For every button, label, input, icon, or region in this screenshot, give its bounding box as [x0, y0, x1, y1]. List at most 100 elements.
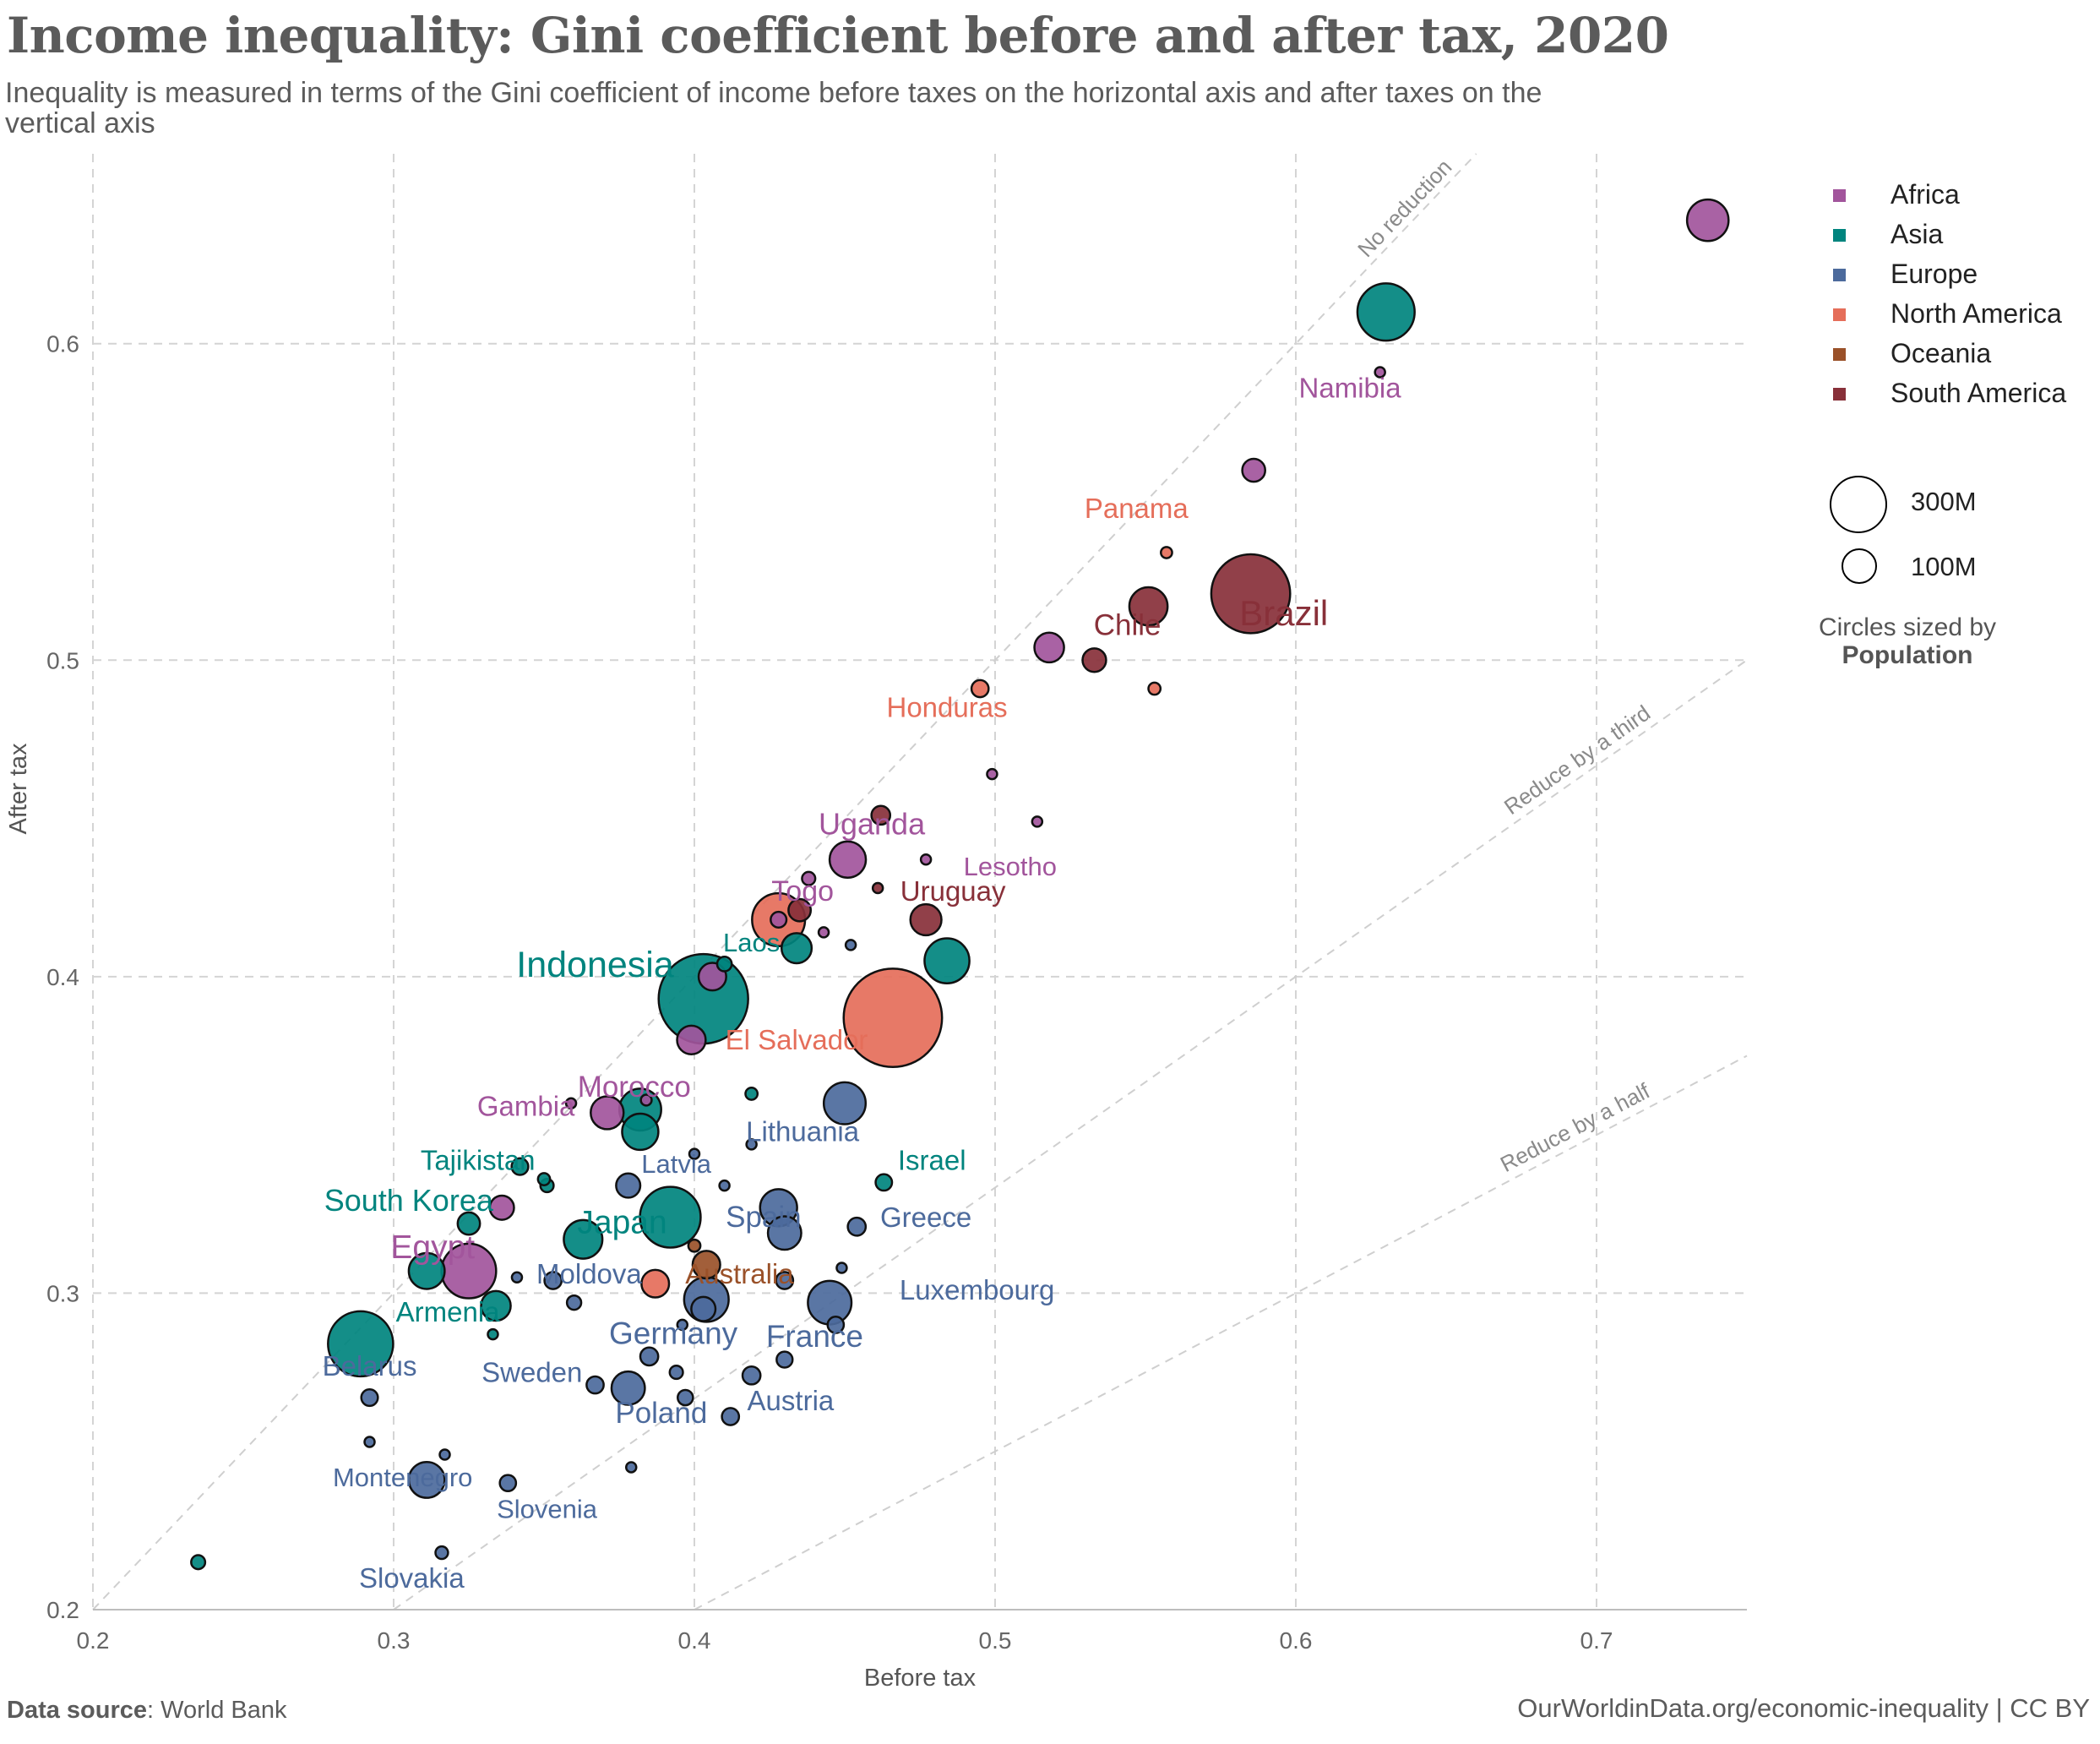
size-legend-note: Circles sized by Population — [1781, 613, 2034, 669]
legend-label-africa: Africa — [1891, 179, 1960, 210]
data-point — [715, 955, 733, 973]
x-tick-label: 0.3 — [378, 1627, 411, 1654]
data-point — [718, 1179, 731, 1192]
data-point — [615, 1172, 642, 1199]
country-label: Egypt — [390, 1229, 475, 1266]
size-note-line1: Circles sized by — [1818, 613, 1997, 641]
data-point — [874, 1173, 894, 1192]
data-point — [919, 853, 933, 866]
country-label: Tajikistan — [421, 1144, 536, 1175]
size-note-line2: Population — [1781, 641, 2034, 669]
country-label: Germany — [609, 1316, 738, 1350]
data-point — [687, 1238, 702, 1253]
country-label: Sweden — [481, 1356, 582, 1387]
country-label: Spain — [726, 1201, 802, 1234]
data-point — [1356, 282, 1416, 342]
axis-layer: 0.2 0.3 0.4 0.5 0.6 0.7 0.2 0.3 0.4 0.5 0.6 Before … — [5, 331, 1747, 1692]
data-point — [766, 1215, 802, 1251]
legend-swatch-north-america — [1833, 308, 1846, 321]
reference-line — [92, 153, 1477, 1610]
data-point — [1241, 457, 1266, 483]
country-label: Montenegro — [333, 1463, 472, 1492]
country-label: Uganda — [819, 806, 926, 841]
country-label: France — [766, 1319, 863, 1354]
legend-label-europe: Europe — [1891, 259, 1978, 289]
y-tick-label: 0.4 — [46, 964, 79, 990]
x-tick-label: 0.4 — [678, 1627, 711, 1654]
x-tick-label: 0.6 — [1280, 1627, 1313, 1654]
points-layer — [190, 198, 1730, 1571]
country-label: Slovakia — [359, 1562, 465, 1594]
data-point — [1160, 546, 1173, 559]
size-legend-label-100m: 100M — [1911, 552, 1977, 581]
data-point — [676, 1024, 707, 1055]
data-source-value: : World Bank — [147, 1697, 287, 1724]
data-point — [787, 897, 813, 923]
country-label: Austria — [748, 1385, 835, 1416]
credit-link[interactable]: OurWorldinData.org/economic-inequality |… — [1517, 1693, 2090, 1723]
data-point — [745, 1138, 758, 1151]
data-point — [970, 679, 990, 699]
data-point — [741, 1365, 762, 1386]
data-point — [639, 1185, 702, 1249]
data-point — [1374, 366, 1386, 379]
data-point — [456, 1211, 481, 1236]
size-legend-circle-100m — [1842, 548, 1877, 584]
data-point — [640, 1268, 671, 1299]
country-label: Gambia — [477, 1091, 575, 1122]
size-legend-circle-300m — [1830, 476, 1887, 533]
legend-swatch-europe — [1833, 269, 1846, 281]
data-point — [775, 1271, 795, 1290]
reference-line-label: Reduce by a third — [1499, 700, 1655, 820]
data-point — [842, 967, 944, 1069]
data-point — [871, 881, 884, 895]
size-legend-label-300m: 300M — [1911, 487, 1977, 516]
y-tick-label: 0.3 — [46, 1280, 79, 1306]
data-point — [835, 1262, 848, 1274]
reference-line — [694, 1055, 1748, 1610]
labels-layer: Namibia Panama Brazil Chile Honduras Uganda Le… — [323, 372, 1402, 1593]
country-label: Lesotho — [964, 852, 1057, 881]
data-point — [621, 1112, 660, 1152]
data-point — [407, 1251, 446, 1290]
data-point — [909, 902, 943, 937]
legend-label-oceania: Oceania — [1891, 338, 1992, 368]
data-point — [639, 1346, 660, 1367]
y-axis-label: After tax — [5, 743, 32, 834]
data-point — [498, 1474, 518, 1493]
legend-label-asia: Asia — [1891, 219, 1944, 249]
data-point — [775, 1350, 794, 1369]
data-point — [438, 1448, 451, 1461]
data-point — [688, 1147, 701, 1160]
country-label: South Korea — [324, 1183, 494, 1218]
data-point — [870, 804, 892, 826]
data-point — [744, 1087, 759, 1101]
data-point — [190, 1554, 207, 1571]
country-label: Latvia — [641, 1149, 711, 1179]
data-point — [639, 1093, 653, 1107]
data-point — [801, 870, 817, 886]
data-source-label: Data source — [7, 1697, 148, 1724]
data-point — [676, 1318, 689, 1332]
reference-line-label: No reduction — [1352, 154, 1456, 262]
country-label: Brazil — [1239, 593, 1328, 633]
data-point — [1210, 553, 1292, 635]
data-point — [563, 1218, 604, 1260]
x-tick-label: 0.5 — [979, 1627, 1012, 1654]
country-label: Moldova — [536, 1258, 642, 1289]
legend-swatch-asia — [1833, 229, 1846, 242]
country-label: Morocco — [578, 1071, 691, 1104]
data-point — [1147, 681, 1162, 696]
data-point — [487, 1327, 499, 1341]
x-axis-label: Before tax — [864, 1665, 977, 1692]
x-tick-label: 0.7 — [1580, 1627, 1613, 1654]
chart-title: Income inequality: Gini coefficient befo… — [7, 7, 1669, 64]
data-point — [565, 1294, 583, 1311]
data-point — [1033, 631, 1065, 664]
data-point — [624, 1461, 638, 1474]
data-point — [690, 1295, 717, 1322]
legend-swatch-africa — [1833, 189, 1846, 202]
data-point — [510, 1157, 530, 1176]
legend-swatch-oceania — [1833, 348, 1846, 361]
